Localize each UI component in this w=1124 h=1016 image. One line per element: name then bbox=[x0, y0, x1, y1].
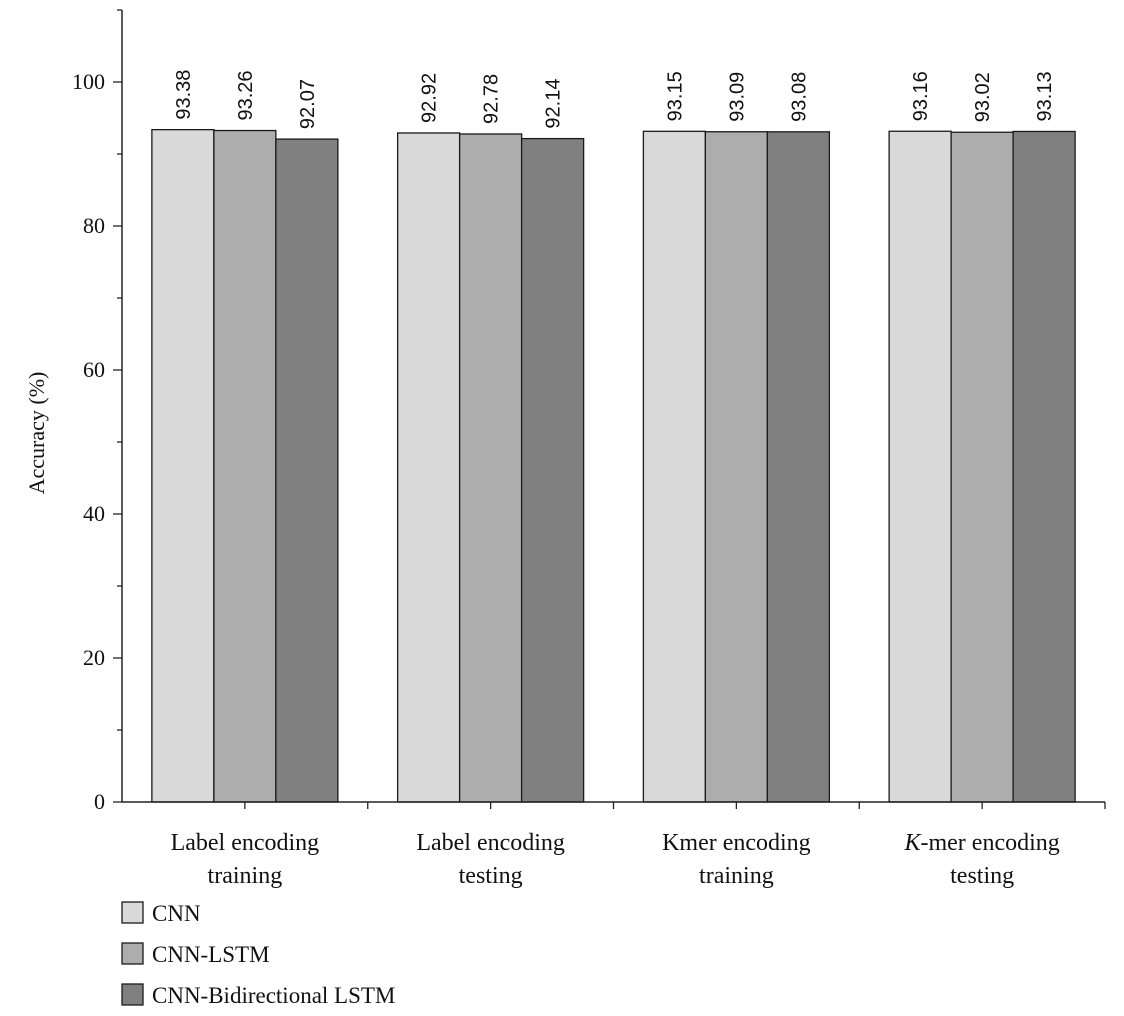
x-category-label: Label encoding bbox=[416, 830, 565, 856]
x-category-label: testing bbox=[950, 863, 1014, 889]
y-tick-label: 0 bbox=[94, 789, 105, 814]
bars-layer bbox=[151, 129, 1076, 803]
bar-cnn-lstm-4 bbox=[950, 131, 1014, 803]
bar-cnn-bidirectional-lstm-4 bbox=[1012, 130, 1076, 803]
bar-cnn-lstm-2 bbox=[458, 133, 523, 803]
data-label: 93.13 bbox=[1034, 71, 1056, 121]
legend-swatch bbox=[121, 901, 144, 924]
data-label: 92.07 bbox=[297, 79, 319, 129]
bar-cnn-3 bbox=[642, 130, 707, 803]
data-label: 93.02 bbox=[972, 72, 994, 122]
data-label: 92.78 bbox=[481, 74, 503, 124]
y-tick-label: 100 bbox=[72, 69, 105, 94]
x-category-label: training bbox=[699, 863, 774, 889]
data-label: 93.16 bbox=[910, 71, 932, 121]
legend-swatch bbox=[121, 983, 144, 1006]
x-category-label: K-mer encoding bbox=[903, 830, 1059, 856]
bar-cnn-lstm-3 bbox=[704, 131, 769, 803]
bar-cnn-bidirectional-lstm-1 bbox=[275, 138, 339, 803]
data-label: 93.38 bbox=[173, 70, 195, 120]
y-tick-label: 80 bbox=[83, 213, 105, 238]
x-category-label: Kmer encoding bbox=[662, 830, 811, 856]
legend-label: CNN-Bidirectional LSTM bbox=[152, 983, 395, 1008]
data-label: 92.14 bbox=[543, 79, 565, 129]
data-label: 92.92 bbox=[419, 73, 441, 123]
bar-cnn-lstm-1 bbox=[213, 129, 277, 803]
data-label: 93.26 bbox=[235, 70, 257, 120]
bar-cnn-2 bbox=[396, 132, 461, 803]
axes: 0 20 40 60 80 100 Label encoding training Label … bbox=[72, 9, 1106, 889]
bar-cnn-1 bbox=[151, 129, 215, 803]
legend-label: CNN-LSTM bbox=[152, 942, 270, 967]
y-tick-label: 60 bbox=[83, 357, 105, 382]
y-axis-title: Accuracy (%) bbox=[24, 372, 49, 495]
labels-layer: 93.38 93.26 92.07 92.92 92.78 92.14 93.15 93.09… bbox=[173, 70, 1056, 129]
data-label: 93.15 bbox=[664, 71, 686, 121]
bar-cnn-4 bbox=[888, 130, 952, 803]
y-tick-label: 20 bbox=[83, 645, 105, 670]
x-category-label: training bbox=[208, 863, 283, 889]
x-category-label: Label encoding bbox=[171, 830, 320, 856]
legend-label: CNN bbox=[152, 901, 201, 926]
y-tick-label: 40 bbox=[83, 501, 105, 526]
data-label: 93.08 bbox=[788, 72, 810, 122]
data-label: 93.09 bbox=[726, 72, 748, 122]
legend-swatch bbox=[121, 942, 144, 965]
legend: CNN CNN-LSTM CNN-Bidirectional LSTM bbox=[121, 901, 395, 1008]
bar-cnn-bidirectional-lstm-3 bbox=[766, 131, 831, 803]
bar-cnn-bidirectional-lstm-2 bbox=[520, 137, 585, 803]
x-category-label: testing bbox=[459, 863, 523, 889]
